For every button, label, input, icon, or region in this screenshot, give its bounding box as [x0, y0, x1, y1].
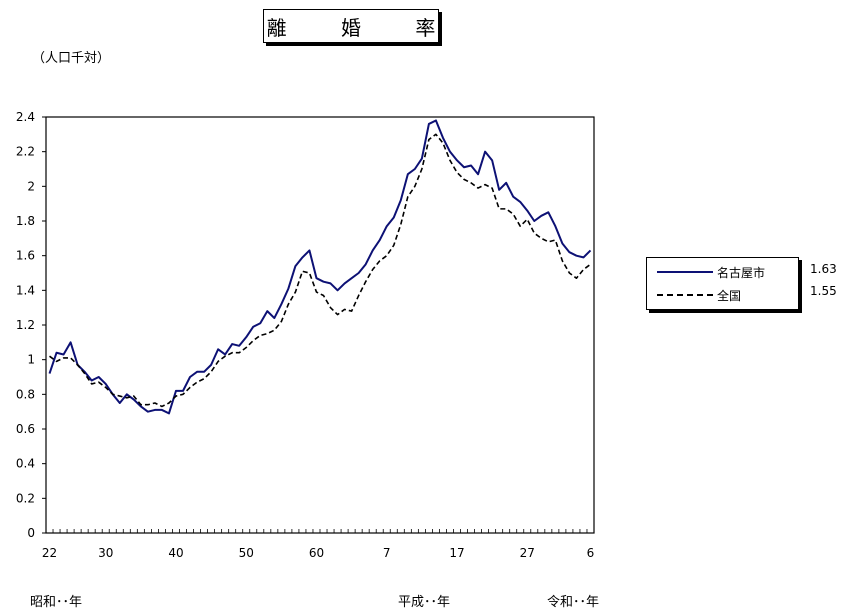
x-tick-label: 17 [449, 546, 464, 560]
chart-title-text: 離 婚 率 [266, 15, 460, 40]
y-tick-label: 1.2 [16, 318, 35, 332]
era-label-reiwa: 令和･･年 [547, 595, 600, 610]
x-tick-label: 7 [383, 546, 391, 560]
x-tick-label: 6 [587, 546, 595, 560]
y-tick-label: 0 [27, 526, 35, 540]
x-tick-label: 60 [309, 546, 324, 560]
legend: 名古屋市 全国 [646, 257, 799, 310]
chart-title: 離 婚 率 [263, 9, 439, 43]
legend-entry-nagoya: 名古屋市 [657, 263, 765, 281]
x-tick-label: 30 [98, 546, 113, 560]
series-line-national [49, 133, 591, 408]
y-tick-label: 2 [27, 179, 35, 193]
latest-value-national: 1.55 [810, 284, 837, 298]
legend-label-nagoya: 名古屋市 [717, 265, 766, 280]
x-tick-label: 40 [168, 546, 183, 560]
series-line-nagoya [48, 119, 592, 415]
latest-value-nagoya: 1.63 [810, 262, 837, 276]
legend-swatch-national [657, 294, 713, 296]
era-label-showa: 昭和･･年 [30, 595, 83, 610]
y-tick-label: 0.4 [16, 457, 35, 471]
y-tick-label: 0.2 [16, 491, 35, 505]
y-tick-label: 2.2 [16, 145, 35, 159]
era-label-heisei: 平成･･年 [398, 595, 451, 610]
y-tick-label: 1 [27, 353, 35, 367]
legend-label-national: 全国 [717, 288, 742, 303]
y-tick-label: 2.4 [16, 110, 35, 124]
chart-lines [48, 119, 592, 415]
x-tick-label: 22 [42, 546, 57, 560]
y-tick-label: 1.4 [16, 283, 35, 297]
chart-axes: 0 0.2 0.4 0.6 0.8 1 1.2 1.4 1.6 1.8 2 2.2 2.4 22 30 40 5… [16, 110, 595, 560]
y-unit-label: （人口千対） [32, 51, 111, 66]
plot-frame [45, 116, 595, 534]
y-tick-label: 0.8 [16, 387, 35, 401]
x-tick-label: 27 [520, 546, 535, 560]
x-tick-label: 50 [239, 546, 254, 560]
y-tick-label: 1.6 [16, 249, 35, 263]
y-tick-label: 0.6 [16, 422, 35, 436]
legend-entry-national: 全国 [657, 286, 741, 304]
y-tick-label: 1.8 [16, 214, 35, 228]
legend-swatch-nagoya [657, 271, 713, 273]
